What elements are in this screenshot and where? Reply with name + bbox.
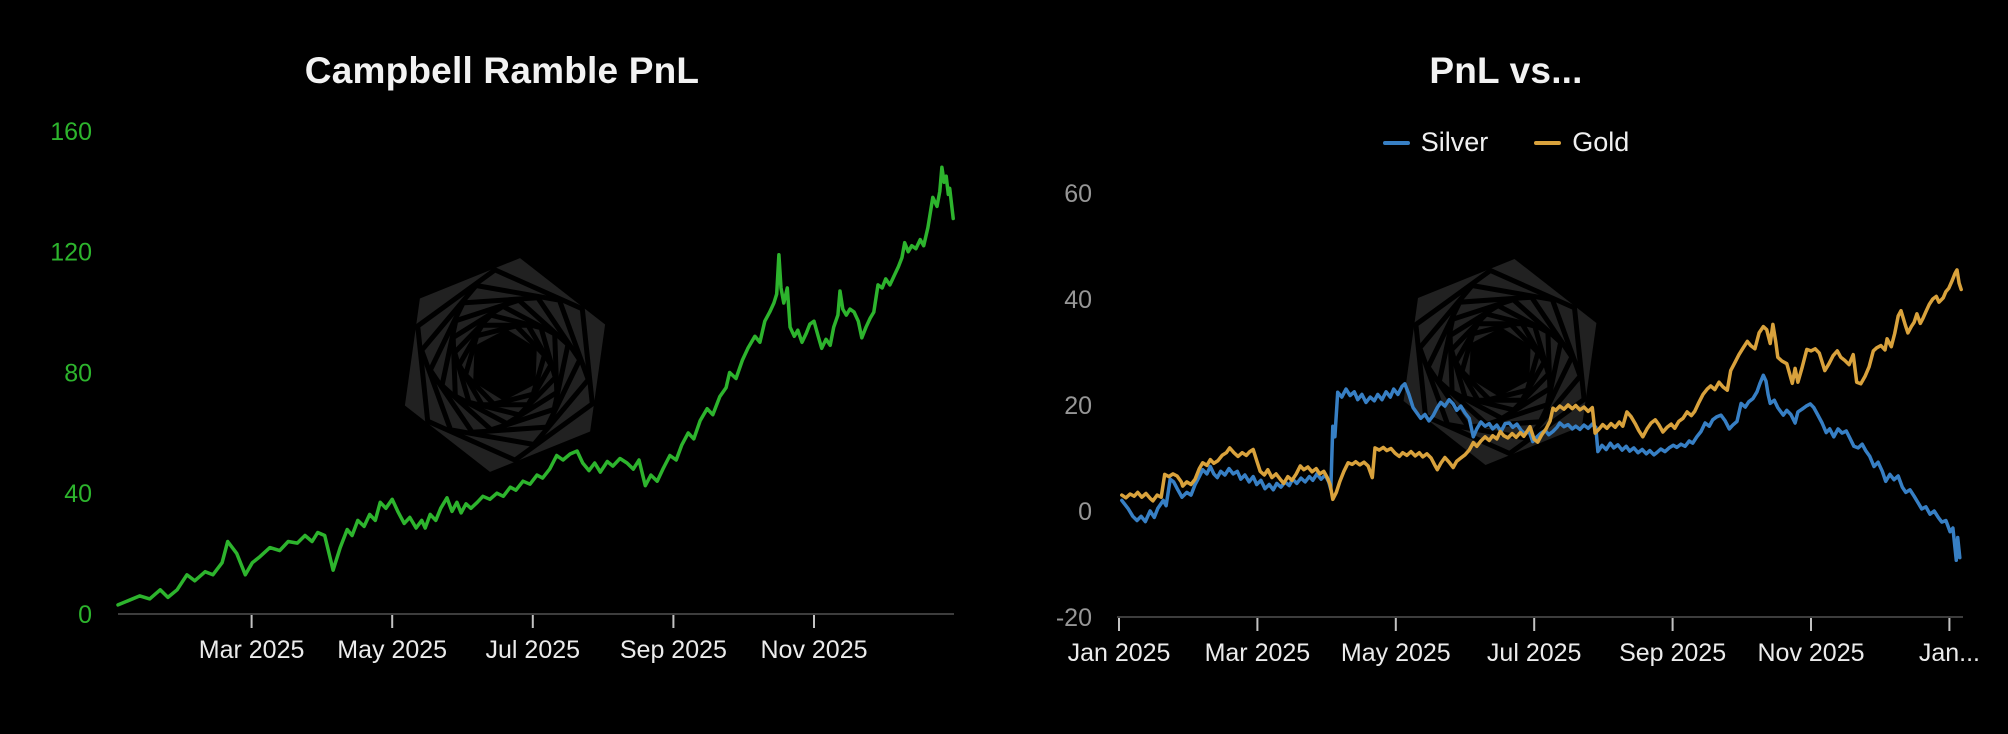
y-tick-label: 0 xyxy=(1078,498,1092,526)
legend-label-gold: Gold xyxy=(1572,127,1630,157)
legend-label-silver: Silver xyxy=(1420,127,1489,157)
x-tick-label: Jul 2025 xyxy=(486,636,581,664)
comparison-chart-title: PnL vs... xyxy=(1429,50,1583,91)
comparison-chart-plot: Jan 2025 Mar 2025 May 2025 Jul 2025 Sep 2025… xyxy=(1056,180,1980,667)
y-tick-label: 120 xyxy=(50,239,92,267)
comparison-chart: PnL vs... Silver Gold Jan 2025 Mar 2025 Ma… xyxy=(1004,0,2008,734)
watermark-logo xyxy=(1403,259,1597,465)
x-tick-label: Sep 2025 xyxy=(1619,639,1726,667)
x-tick-label: Nov 2025 xyxy=(1757,639,1864,667)
x-tick-label: Mar 2025 xyxy=(199,636,305,664)
x-tick-label: Nov 2025 xyxy=(760,636,867,664)
y-tick-label: 60 xyxy=(1064,180,1092,208)
pnl-chart-plot: Mar 2025 May 2025 Jul 2025 Sep 2025 Nov 2025… xyxy=(50,118,955,664)
y-tick-label: 20 xyxy=(1064,392,1092,420)
x-tick-label: May 2025 xyxy=(337,636,447,664)
legend-item-gold[interactable]: Gold xyxy=(1534,127,1629,158)
x-tick-label: May 2025 xyxy=(1341,639,1451,667)
series-line-silver xyxy=(1120,373,1962,563)
series-line-pnl xyxy=(116,165,955,607)
x-tick-label: Mar 2025 xyxy=(1205,639,1311,667)
x-tick-label: Jan... xyxy=(1919,639,1980,667)
x-tick-label: Sep 2025 xyxy=(620,636,727,664)
y-tick-label: 160 xyxy=(50,118,92,146)
x-tick-label: Jul 2025 xyxy=(1487,639,1582,667)
chart-legend: Silver Gold xyxy=(1004,127,2008,158)
y-tick-label: 0 xyxy=(78,601,92,629)
legend-item-silver[interactable]: Silver xyxy=(1382,127,1489,158)
y-tick-label: -20 xyxy=(1056,604,1092,632)
silver-line-swatch xyxy=(1382,140,1410,145)
gold-line-swatch xyxy=(1534,140,1562,145)
y-tick-label: 40 xyxy=(1064,286,1092,314)
y-tick-label: 80 xyxy=(64,359,92,387)
pnl-chart-title: Campbell Ramble PnL xyxy=(304,50,700,91)
pnl-chart: Campbell Ramble PnL Mar 2025 May 2025 Jul … xyxy=(50,50,955,664)
y-tick-label: 40 xyxy=(64,480,92,508)
watermark-logo xyxy=(404,258,606,472)
x-tick-label: Jan 2025 xyxy=(1068,639,1171,667)
series-line-gold xyxy=(1120,268,1963,503)
